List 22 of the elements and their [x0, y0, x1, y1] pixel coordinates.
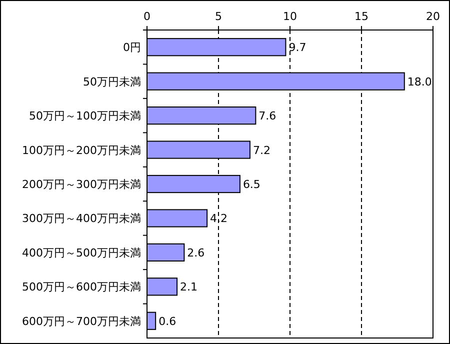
- y-tick-label: 300万円～400万円未満: [22, 212, 141, 226]
- x-tick-label: 5: [215, 10, 222, 23]
- y-tick-label: 400万円～500万円未満: [22, 246, 141, 260]
- data-label: 2.1: [180, 280, 198, 294]
- x-tick-label: 10: [283, 10, 297, 23]
- x-tick-label: 15: [354, 10, 368, 23]
- data-label: 2.6: [187, 246, 205, 260]
- data-label: 7.2: [252, 144, 270, 157]
- y-tick-label: 100万円～200万円未満: [22, 144, 141, 157]
- x-tick-label: 20: [426, 10, 440, 23]
- y-tick-label: 0円: [123, 41, 141, 54]
- y-tick-label: 50万円未満: [83, 75, 141, 88]
- data-label: 4.2: [210, 212, 228, 226]
- y-tick-label: 500万円～600万円未満: [22, 280, 141, 294]
- y-tick-label: 600万円～700万円未満: [22, 314, 141, 328]
- data-label: 18.0: [407, 75, 432, 88]
- x-tick-label: 0: [144, 10, 150, 23]
- data-label: 0.6: [158, 314, 176, 328]
- data-label: 7.6: [258, 110, 276, 123]
- y-tick-label: 50万円～100万円未満: [29, 110, 141, 123]
- data-label: 6.5: [242, 178, 260, 191]
- y-tick-label: 200万円～300万円未満: [22, 178, 141, 191]
